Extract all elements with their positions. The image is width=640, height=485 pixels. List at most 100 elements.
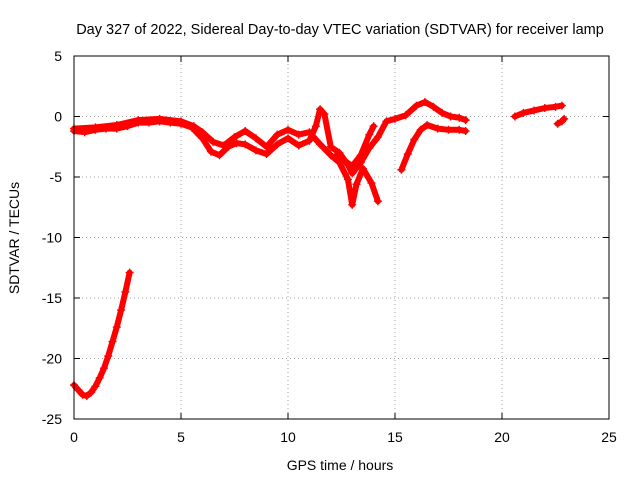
- data-point: [339, 156, 348, 165]
- x-axis-label: GPS time / hours: [287, 457, 394, 473]
- data-point: [401, 111, 410, 120]
- data-point: [416, 125, 425, 134]
- data-point: [241, 140, 250, 149]
- data-point: [316, 105, 325, 114]
- data-point: [348, 200, 357, 209]
- data-point: [358, 164, 367, 173]
- data-point: [215, 151, 224, 160]
- data-point: [262, 150, 271, 159]
- data-point: [134, 116, 143, 125]
- data-point: [305, 128, 314, 137]
- data-point: [423, 120, 432, 129]
- x-tick-label: 10: [280, 429, 296, 445]
- data-point: [373, 197, 382, 206]
- data-point: [540, 104, 549, 113]
- y-tick-label: 0: [54, 109, 62, 125]
- ticks: 0 5 10 15 20 25 5 0 -5 -10 -15 -20 -25: [42, 48, 617, 445]
- data-point: [230, 133, 239, 142]
- y-tick-label: -20: [42, 351, 62, 367]
- data-point: [104, 352, 113, 361]
- data-point: [331, 152, 340, 161]
- data-point: [510, 112, 519, 121]
- x-tick-label: 20: [494, 429, 510, 445]
- data-point: [557, 101, 566, 110]
- data-point: [251, 134, 260, 143]
- y-tick-label: -10: [42, 230, 62, 246]
- data-point: [455, 125, 464, 134]
- series-trace-arc-3: [71, 115, 381, 208]
- data-point: [121, 287, 130, 296]
- data-point: [348, 169, 357, 178]
- data-point: [519, 108, 528, 117]
- data-point: [112, 120, 121, 129]
- chart-title: Day 327 of 2022, Sidereal Day-to-day VTE…: [76, 22, 604, 38]
- data-point: [455, 113, 464, 122]
- data-point: [348, 162, 357, 171]
- data-point: [446, 112, 455, 121]
- x-tick-label: 0: [70, 429, 78, 445]
- data-point: [117, 306, 126, 315]
- data-point: [251, 146, 260, 155]
- data-point: [356, 151, 365, 160]
- data-point: [433, 124, 442, 133]
- data-point: [311, 122, 320, 131]
- data-point: [189, 122, 198, 131]
- data-point: [284, 134, 292, 143]
- data-point: [352, 180, 361, 189]
- y-axis-label: SDTVAR / TECUs: [6, 182, 22, 294]
- data-point: [177, 117, 185, 126]
- data-point: [294, 141, 303, 150]
- data-point: [343, 175, 352, 184]
- data-point: [326, 142, 335, 151]
- data-point: [560, 114, 569, 123]
- data-point: [273, 130, 282, 139]
- data-point: [99, 364, 108, 373]
- data-point: [365, 130, 374, 139]
- data-point: [262, 142, 271, 151]
- data-point: [420, 97, 429, 106]
- data-point: [397, 165, 406, 174]
- data-point: [403, 150, 412, 159]
- data-point: [429, 102, 438, 111]
- data-point: [241, 127, 250, 136]
- series-trace-arc-5: [398, 122, 469, 173]
- data-point: [273, 140, 282, 149]
- data-point: [461, 116, 470, 125]
- data-point: [112, 323, 121, 332]
- data-point: [155, 114, 164, 123]
- data-point: [305, 136, 314, 145]
- data-point: [444, 125, 453, 134]
- y-tick-label: -25: [42, 411, 62, 427]
- data-point: [91, 123, 100, 132]
- data-point: [367, 179, 376, 188]
- data-point: [198, 128, 207, 137]
- data-point: [369, 122, 378, 131]
- y-tick-label: -5: [50, 169, 63, 185]
- data-point: [87, 388, 96, 397]
- x-tick-label: 15: [387, 429, 403, 445]
- x-tick-label: 5: [177, 429, 185, 445]
- data-point: [78, 390, 87, 399]
- data-point: [91, 382, 100, 391]
- data-point: [382, 117, 391, 126]
- data-point: [410, 135, 419, 144]
- data-point: [82, 392, 91, 401]
- data-point: [461, 127, 470, 136]
- data-point: [316, 140, 325, 149]
- data-point: [74, 385, 83, 394]
- data-point: [284, 125, 292, 134]
- data-point: [294, 130, 303, 139]
- data-point: [320, 110, 329, 119]
- data-point: [553, 119, 562, 128]
- data-point: [391, 114, 399, 123]
- data-point: [108, 337, 117, 346]
- data-point: [95, 373, 104, 382]
- data-point: [373, 133, 382, 142]
- x-tick-label: 25: [601, 429, 617, 445]
- data-point: [438, 108, 447, 117]
- data-point: [206, 147, 215, 156]
- y-tick-label: -15: [42, 290, 62, 306]
- y-tick-label: 5: [54, 48, 62, 64]
